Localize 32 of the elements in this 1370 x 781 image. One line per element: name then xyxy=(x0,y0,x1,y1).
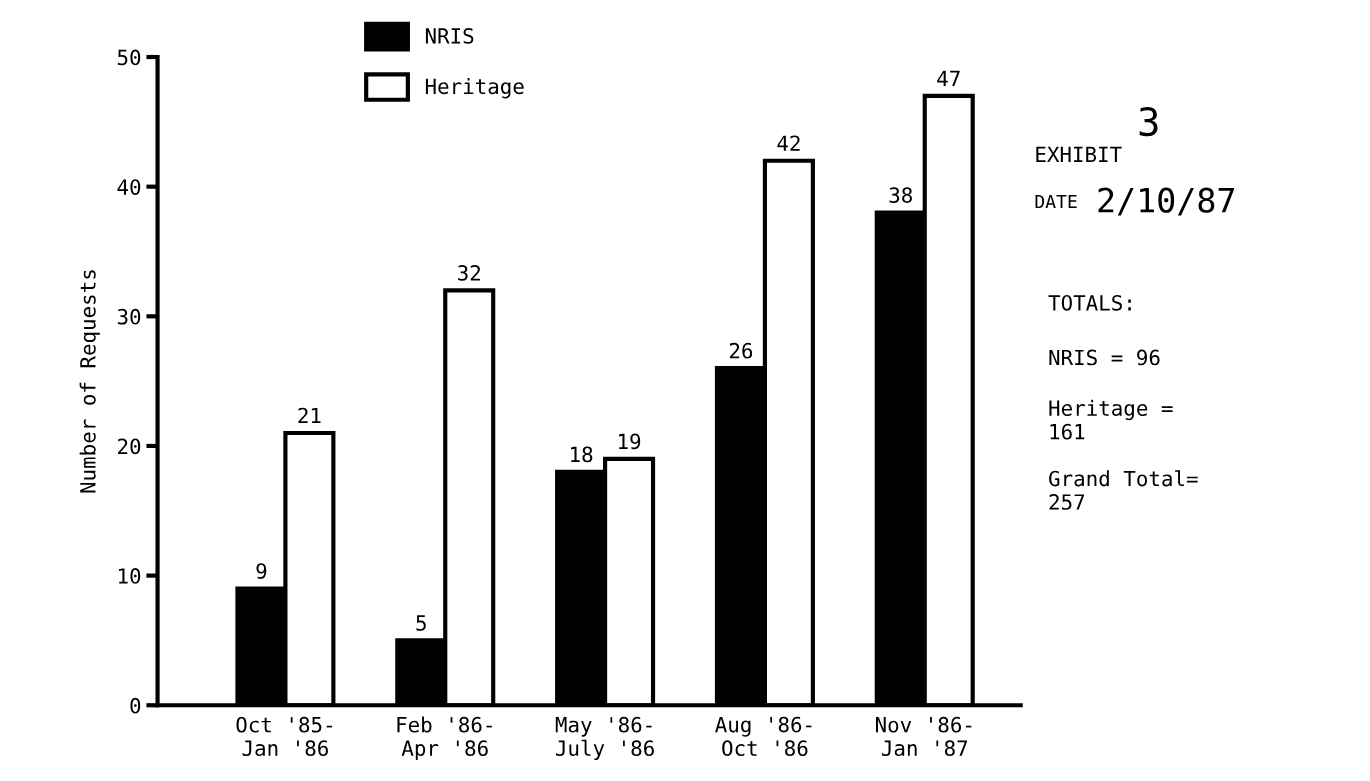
x-tick-label: Aug '86- Oct '86 xyxy=(715,716,812,757)
y-tick-label: 50 xyxy=(117,49,141,66)
data-label: 19 xyxy=(619,433,641,450)
text: 3 xyxy=(1139,106,1158,137)
data-label: 18 xyxy=(571,446,593,463)
y-tick-label: 40 xyxy=(117,179,141,195)
data-label: 47 xyxy=(937,70,960,87)
y-axis-title: Number of Requests xyxy=(79,270,100,493)
legend-label: NRIS xyxy=(425,28,474,44)
data-label: 42 xyxy=(777,135,800,151)
data-label: 9 xyxy=(256,563,267,579)
data-label: 21 xyxy=(298,407,321,424)
text: Grand Total= 257 xyxy=(1049,470,1198,510)
text: TOTALS: xyxy=(1048,294,1131,311)
data-label: 38 xyxy=(889,187,912,203)
data-label: 26 xyxy=(729,342,753,359)
text: DATE xyxy=(1035,194,1077,209)
legend-label: Heritage xyxy=(425,78,524,99)
y-tick-label: 0 xyxy=(130,697,141,714)
text: EXHIBIT xyxy=(1036,146,1122,162)
text: Heritage = 161 xyxy=(1049,399,1173,440)
x-tick-label: Oct '85- Jan '86 xyxy=(236,716,332,757)
y-tick-label: 20 xyxy=(118,438,141,455)
x-tick-label: Nov '86- Jan '87 xyxy=(875,716,972,757)
text: NRIS = 96 xyxy=(1049,349,1160,366)
data-label: 5 xyxy=(416,615,426,631)
y-tick-label: 10 xyxy=(119,568,141,584)
x-tick-label: May '86- July '86 xyxy=(555,716,654,761)
y-tick-label: 30 xyxy=(117,308,141,325)
data-label: 32 xyxy=(458,265,480,281)
x-tick-label: Feb '86- Apr '86 xyxy=(397,716,492,761)
text: 2/10/87 xyxy=(1098,187,1234,216)
